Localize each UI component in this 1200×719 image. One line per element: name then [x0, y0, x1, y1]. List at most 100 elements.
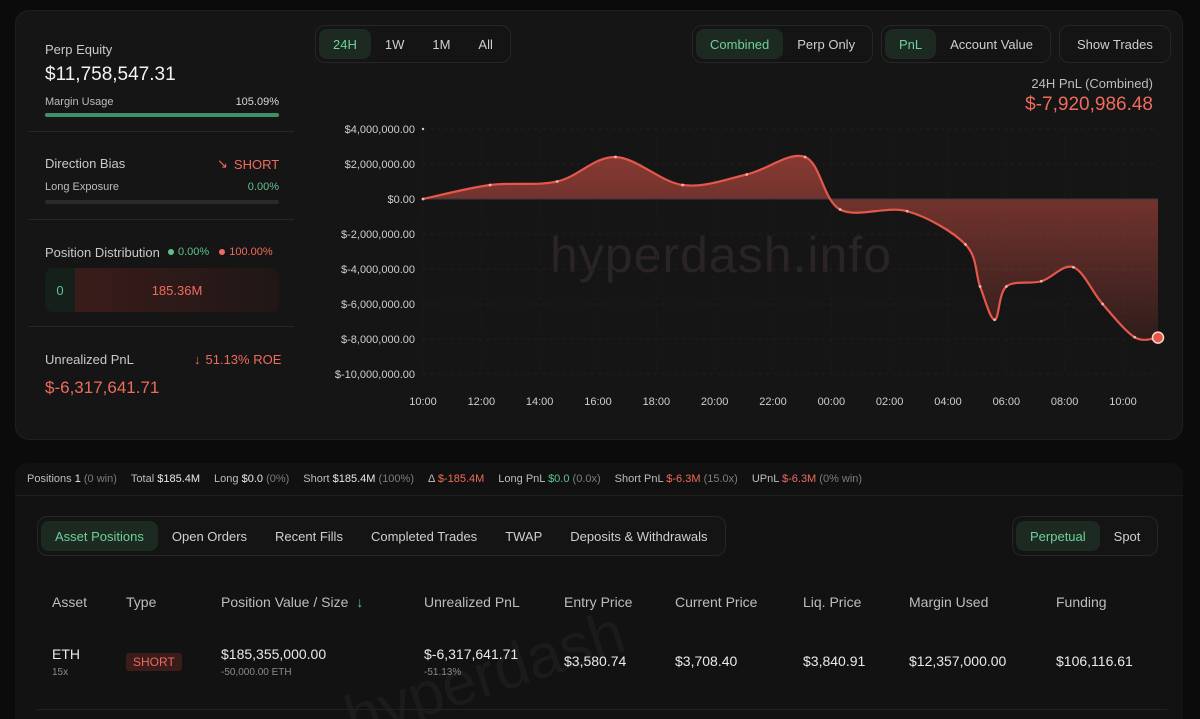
axis-dot	[421, 127, 425, 131]
cell-funding: $106,116.61	[1056, 653, 1133, 669]
cell-current-price: $3,708.40	[675, 653, 738, 669]
tab-open-orders[interactable]: Open Orders	[171, 528, 248, 544]
y-tick-label: $0.00	[387, 194, 415, 206]
data-point	[681, 183, 684, 187]
stat-total: Total $185.4M	[130, 473, 201, 485]
th-asset[interactable]: Asset	[52, 594, 88, 610]
data-point	[978, 285, 982, 288]
sort-down-icon[interactable]: ↓	[356, 594, 364, 610]
pnl-header-label: 24H PnL (Combined)	[1031, 76, 1153, 91]
margin-usage-value: 105.09%	[235, 96, 279, 108]
th-position-value-label: Position Value / Size	[221, 594, 349, 610]
divider	[28, 131, 294, 132]
range-tab-1m[interactable]: 1M	[432, 36, 451, 52]
data-point	[964, 243, 967, 246]
range-tab-all[interactable]: All	[478, 36, 493, 52]
range-tab-24h[interactable]: 24H	[319, 29, 371, 59]
y-tick-label: $-6,000,000.00	[341, 299, 415, 311]
data-point	[1101, 302, 1104, 306]
series-area	[423, 155, 1158, 340]
tab-deposits-withdrawals[interactable]: Deposits & Withdrawals	[570, 528, 708, 544]
data-point	[745, 173, 749, 176]
type-badge: SHORT	[126, 653, 182, 671]
short-dot-icon	[219, 249, 226, 255]
margin-usage-label: Margin Usage	[45, 96, 114, 108]
metric-tabs: PnL Account Value	[881, 25, 1052, 63]
direction-bias-label: Direction Bias	[45, 156, 126, 171]
range-tabs: 24H 1W 1M All	[315, 25, 511, 63]
x-tick-label: 08:00	[1051, 396, 1079, 408]
cell-margin-used: $12,357,000.00	[909, 653, 1007, 669]
margin-usage-fill	[45, 113, 279, 117]
perp-equity-value: $11,758,547.31	[45, 64, 176, 85]
th-margin-used[interactable]: Margin Used	[909, 594, 989, 610]
y-tick-label: $-10,000,000.00	[335, 369, 415, 381]
th-type[interactable]: Type	[126, 594, 157, 610]
unrealized-pnl-label: Unrealized PnL	[45, 352, 134, 367]
stat-long-pnl: Long PnL $0.0 (0.0x)	[498, 473, 601, 485]
mode-tabs: Combined Perp Only	[692, 25, 874, 63]
th-unrealized-pnl[interactable]: Unrealized PnL	[424, 594, 520, 610]
x-tick-label: 20:00	[701, 396, 729, 408]
show-trades-button[interactable]: Show Trades	[1077, 36, 1153, 52]
data-point	[614, 155, 617, 159]
data-point	[1039, 279, 1043, 283]
cell-asset[interactable]: ETH	[52, 646, 80, 662]
bottom-tabs: Asset Positions Open Orders Recent Fills Co…	[37, 516, 726, 556]
cell-unrealized-pnl: $-6,317,641.71	[424, 646, 519, 662]
long-dot-icon	[168, 249, 174, 255]
metric-tab-pnl[interactable]: PnL	[885, 29, 937, 59]
data-point	[905, 209, 909, 213]
th-entry-price[interactable]: Entry Price	[564, 594, 633, 610]
data-point	[421, 197, 425, 201]
tab-twap[interactable]: TWAP	[505, 528, 543, 544]
stat-long: Long $0.0 (0%)	[214, 473, 290, 485]
mode-tab-perp-only[interactable]: Perp Only	[797, 36, 856, 52]
th-liq-price[interactable]: Liq. Price	[803, 594, 862, 610]
row-divider	[37, 709, 1167, 710]
last-point-marker	[1151, 331, 1165, 344]
tab-recent-fills[interactable]: Recent Fills	[275, 528, 343, 544]
mode-tab-combined[interactable]: Combined	[696, 29, 784, 59]
cell-size: -50,000.00 ETH	[221, 667, 292, 678]
stat-upnl: UPnL $-6.3M (0% win)	[751, 473, 863, 485]
market-tabs: Perpetual Spot	[1012, 516, 1159, 556]
y-tick-label: $-2,000,000.00	[341, 229, 415, 241]
th-funding[interactable]: Funding	[1056, 594, 1107, 610]
x-tick-label: 06:00	[993, 396, 1021, 408]
cell-position-value: $185,355,000.00	[221, 646, 327, 662]
market-tab-spot[interactable]: Spot	[1113, 528, 1141, 544]
data-point	[1133, 335, 1137, 339]
x-tick-label: 12:00	[468, 396, 496, 408]
data-point	[1072, 265, 1075, 269]
trend-down-icon: ↘	[217, 156, 228, 171]
metric-tab-account-value[interactable]: Account Value	[950, 36, 1034, 52]
tab-completed-trades[interactable]: Completed Trades	[370, 528, 478, 544]
th-current-price[interactable]: Current Price	[675, 594, 758, 610]
y-tick-label: $2,000,000.00	[345, 159, 415, 171]
x-tick-label: 22:00	[759, 396, 787, 408]
x-tick-label: 02:00	[876, 396, 904, 408]
dist-short-amount: 185.36M	[75, 268, 279, 312]
cell-entry-price: $3,580.74	[564, 653, 627, 669]
th-position-value[interactable]: Position Value / Size ↓	[221, 594, 363, 610]
pnl-header-value: $-7,920,986.48	[1025, 94, 1153, 115]
position-distribution-label: Position Distribution	[45, 245, 160, 260]
x-tick-label: 18:00	[643, 396, 671, 408]
data-point	[555, 180, 559, 183]
direction-bias-value: SHORT	[233, 156, 280, 172]
stat-short: Short $185.4M (100%)	[303, 473, 414, 485]
watermark: hyperdash.info	[550, 227, 893, 283]
range-tab-1w[interactable]: 1W	[384, 36, 405, 52]
arrow-down-icon: ↓	[194, 352, 201, 367]
x-tick-label: 14:00	[526, 396, 554, 408]
long-exposure-value: 0.00%	[247, 181, 279, 193]
data-point	[1004, 285, 1008, 288]
data-point	[488, 183, 492, 187]
market-tab-perpetual[interactable]: Perpetual	[1016, 521, 1100, 551]
tab-asset-positions[interactable]: Asset Positions	[41, 521, 158, 551]
long-exposure-label: Long Exposure	[45, 181, 119, 193]
stat-short-pnl: Short PnL $-6.3M (15.0x)	[614, 473, 738, 485]
divider	[28, 326, 294, 327]
y-tick-label: $-8,000,000.00	[341, 334, 415, 346]
